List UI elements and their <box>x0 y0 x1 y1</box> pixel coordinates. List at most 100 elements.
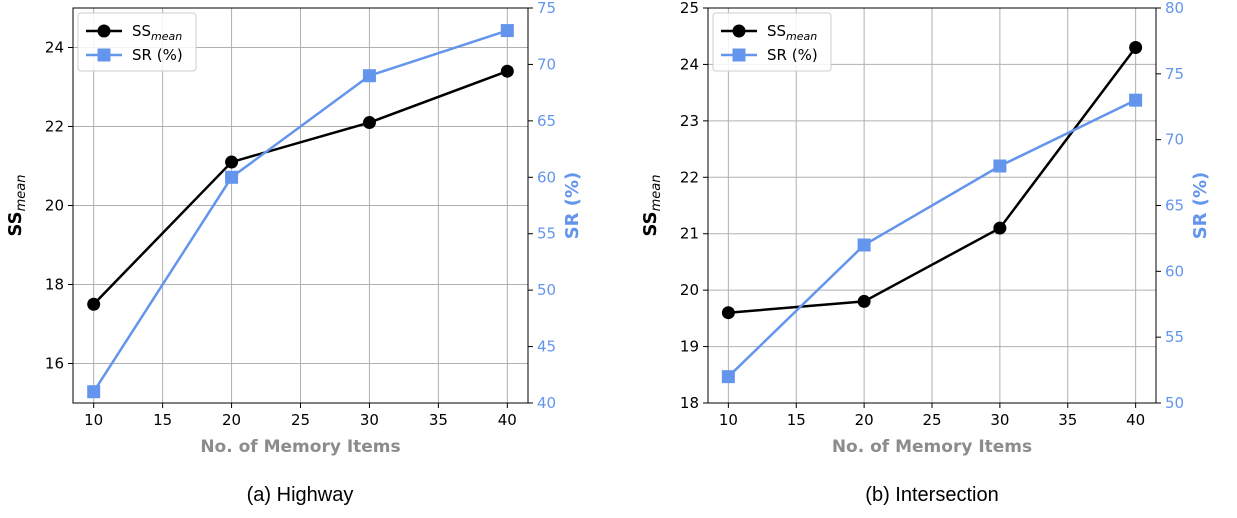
legend-entry-main: SS <box>767 22 786 40</box>
data-point <box>225 155 239 169</box>
legend-entry-main: SR (%) <box>767 46 818 64</box>
y-left-tick-label: 24 <box>45 39 64 57</box>
x-tick-label: 25 <box>922 411 941 429</box>
y-right-tick-label: 60 <box>1165 262 1184 280</box>
y-left-tick-label: 18 <box>680 394 699 412</box>
data-point <box>993 221 1007 235</box>
data-point <box>362 116 376 130</box>
y-axis-right-label: SR (%) <box>1190 172 1211 240</box>
data-point <box>721 370 735 384</box>
data-point <box>500 64 514 78</box>
series-1 <box>87 64 514 311</box>
y-right-tick-label: 80 <box>1165 0 1184 17</box>
x-tick-label: 10 <box>719 411 738 429</box>
data-point <box>500 24 514 38</box>
x-tick-label: 25 <box>291 411 310 429</box>
data-point <box>857 238 871 252</box>
y-right-tick-label: 70 <box>1165 131 1184 149</box>
y-left-tick-label: 25 <box>680 0 699 17</box>
legend-entry: SSmean <box>767 22 817 43</box>
y-axis-left: 16 18 20 22 24 <box>45 39 73 373</box>
legend-marker <box>732 24 746 38</box>
y-left-tick-label: 20 <box>45 197 64 215</box>
legend-marker <box>732 48 746 62</box>
series-2 <box>87 24 514 399</box>
y-right-tick-label: 65 <box>537 112 556 130</box>
y-right-tick-label: 65 <box>1165 197 1184 215</box>
series-line-2 <box>92 29 508 393</box>
y-left-tick-label: 19 <box>680 338 699 356</box>
x-tick-label: 10 <box>84 411 103 429</box>
x-axis-label: No. of Memory Items <box>832 437 1032 457</box>
data-point <box>87 385 101 399</box>
x-tick-label: 20 <box>222 411 241 429</box>
legend-entry-sub: mean <box>786 30 817 43</box>
y-right-tick-label: 50 <box>537 281 556 299</box>
data-point <box>362 69 376 83</box>
data-point <box>225 170 239 184</box>
x-axis-label: No. of Memory Items <box>200 437 400 457</box>
y-left-tick-label: 16 <box>45 355 64 373</box>
x-tick-label: 15 <box>787 411 806 429</box>
chart-1: 10 15 20 25 30 35 40 No. of Memory Items 16 18 20 2… <box>5 0 583 506</box>
y-axis-left-label-main: SS <box>640 211 661 236</box>
series-line-1 <box>728 46 1137 314</box>
data-point <box>1129 41 1143 54</box>
y-left-tick-label: 23 <box>680 112 699 130</box>
y-axis-left-label: SSmean <box>640 175 664 237</box>
x-tick-label: 30 <box>990 411 1009 429</box>
y-left-tick-label: 22 <box>680 168 699 186</box>
chart-2: 10 15 20 25 30 35 40 No. of Memory Items 18 19 20 2… <box>640 0 1211 506</box>
series-line-1 <box>92 70 508 306</box>
y-axis-left-label-main: SS <box>5 211 26 236</box>
series-line-2 <box>727 99 1137 378</box>
y-right-tick-label: 40 <box>537 394 556 412</box>
legend-marker <box>97 48 111 62</box>
y-right-tick-label: 75 <box>1165 65 1184 83</box>
x-tick-label: 40 <box>1126 411 1145 429</box>
series-1 <box>721 41 1143 320</box>
legend-entry-main: SS <box>132 22 151 40</box>
y-axis-right-label: SR (%) <box>562 172 583 240</box>
data-point <box>1129 93 1143 107</box>
x-axis: 10 15 20 25 30 35 40 <box>84 403 517 429</box>
y-left-tick-label: 22 <box>45 118 64 136</box>
y-left-tick-label: 18 <box>45 276 64 294</box>
chart-caption: (b) Intersection <box>865 484 998 506</box>
legend-marker <box>97 24 111 38</box>
y-left-tick-label: 20 <box>680 281 699 299</box>
y-axis-left-label-sub: mean <box>14 175 29 212</box>
data-point <box>721 306 735 320</box>
chart-caption: (a) Highway <box>247 484 354 506</box>
legend-entry-sub: mean <box>151 30 182 43</box>
y-right-tick-label: 70 <box>537 55 556 73</box>
legend-entry: SR (%) <box>132 46 183 64</box>
series-2 <box>721 93 1143 384</box>
y-axis-left-label-sub: mean <box>649 175 664 212</box>
legend-entry-main: SR (%) <box>132 46 183 64</box>
y-right-tick-label: 75 <box>537 0 556 17</box>
y-axis-right: 50 55 60 65 70 75 80 <box>1156 0 1184 412</box>
x-tick-label: 35 <box>429 411 448 429</box>
y-right-tick-label: 45 <box>537 338 556 356</box>
x-tick-label: 20 <box>855 411 874 429</box>
y-left-tick-label: 24 <box>680 55 699 73</box>
y-right-tick-label: 55 <box>1165 328 1184 346</box>
y-axis-left: 18 19 20 21 22 23 24 25 <box>680 0 708 412</box>
y-right-tick-label: 60 <box>537 168 556 186</box>
data-point <box>857 294 871 308</box>
y-axis-left-label: SSmean <box>5 175 29 237</box>
x-axis: 10 15 20 25 30 35 40 <box>719 403 1145 429</box>
legend: SSmean SR (%) <box>712 12 832 72</box>
y-right-tick-label: 55 <box>537 225 556 243</box>
legend-entry: SR (%) <box>767 46 818 64</box>
y-right-tick-label: 50 <box>1165 394 1184 412</box>
x-tick-label: 30 <box>360 411 379 429</box>
data-point <box>87 297 101 311</box>
x-tick-label: 15 <box>153 411 172 429</box>
legend-entry: SSmean <box>132 22 182 43</box>
legend: SSmean SR (%) <box>77 12 197 72</box>
data-point <box>993 159 1007 173</box>
x-tick-label: 35 <box>1058 411 1077 429</box>
